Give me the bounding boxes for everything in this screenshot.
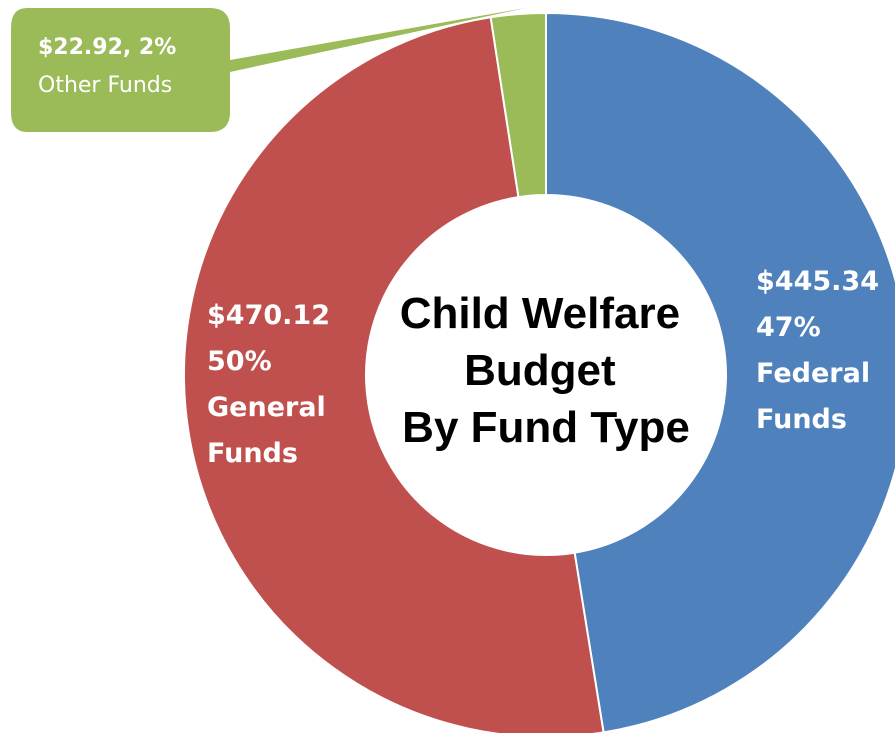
federal-funds-amount: $445.34 (756, 266, 879, 297)
donut-slices (183, 11, 895, 733)
other-funds-callout: $22.92, 2% Other Funds (11, 8, 525, 132)
chart-title-line-1: Child Welfare (400, 289, 680, 338)
general-funds-amount: $470.12 (207, 300, 330, 331)
other-funds-label: $22.92, 2% Other Funds (38, 35, 183, 98)
chart-title-line-2: Budget (464, 346, 616, 395)
general-funds-name-2: Funds (207, 438, 298, 469)
chart-title: Child Welfare Budget By Fund Type (400, 289, 693, 452)
chart-title-line-3: By Fund Type (402, 403, 690, 452)
federal-funds-percent: 47% (756, 312, 821, 343)
federal-funds-label: $445.34 47% Federal Funds (756, 266, 888, 435)
federal-funds-name-2: Funds (756, 404, 847, 435)
general-funds-percent: 50% (207, 346, 272, 377)
other-funds-amount-percent: $22.92, 2% (38, 35, 176, 60)
donut-hole (366, 195, 726, 555)
general-funds-name-1: General (207, 392, 326, 423)
federal-funds-name-1: Federal (756, 358, 870, 389)
other-funds-callout-box (11, 8, 525, 132)
other-funds-name: Other Funds (38, 73, 172, 98)
general-funds-label: $470.12 50% General Funds (207, 300, 339, 469)
